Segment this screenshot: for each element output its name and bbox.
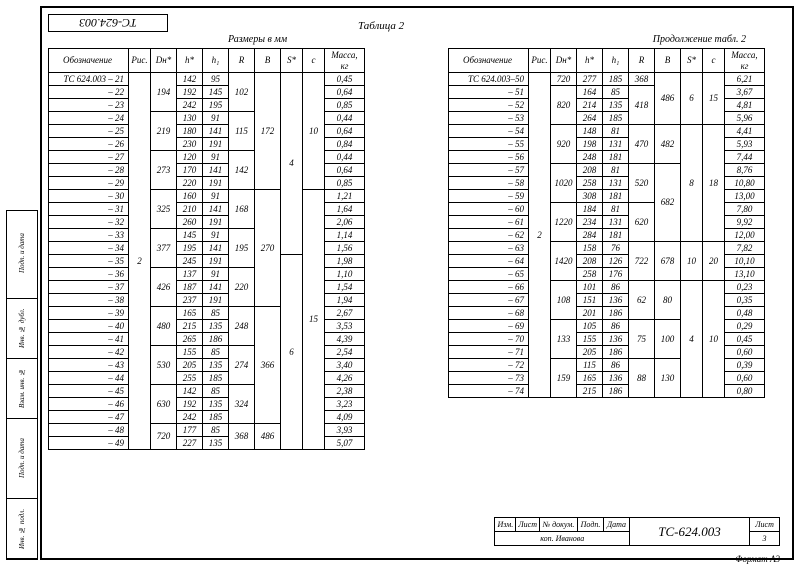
- side-cell-4: Инв. № дубл.: [7, 299, 37, 359]
- table-row: – 54920148814704828184,41: [449, 125, 765, 138]
- inner-content: ТС-624.003 Таблица 2 Размеры в мм Продол…: [48, 14, 786, 552]
- side-cell-5: Подп. и дата: [7, 209, 37, 299]
- stamp-doc-code: ТС-624.003: [630, 518, 750, 546]
- stamp-sheet-label: Лист: [750, 518, 780, 532]
- table-row: – 661081018662804100,23: [449, 281, 765, 294]
- drawing-frame: ТС-624.003 Таблица 2 Размеры в мм Продол…: [40, 6, 794, 560]
- table-row: – 6314201587672267810207,82: [449, 242, 765, 255]
- stamp-izm: Изм.: [495, 518, 516, 532]
- stamp-docnum: № докум.: [540, 518, 578, 532]
- table-row: ТС 624.003–5027202771853684866156,21: [449, 73, 765, 86]
- table-title: Таблица 2: [358, 20, 404, 32]
- stamp-date: Дата: [604, 518, 630, 532]
- title-block: Изм. Лист № докум. Подп. Дата ТС-624.003…: [494, 517, 780, 546]
- stamp-sheet-num: 3: [750, 532, 780, 546]
- stamp-signer: коп. Иванова: [495, 532, 630, 546]
- dimensions-label: Размеры в мм: [228, 34, 287, 45]
- continuation-label: Продолжение табл. 2: [653, 34, 746, 45]
- format-label: Формат А3: [735, 554, 780, 564]
- table-left: ОбозначениеРис.Dн* h*h₁R BS*c Масса, кгТ…: [48, 48, 365, 450]
- stamp-sign: Подп.: [578, 518, 604, 532]
- binding-strip: Инв. № подл. Подп. и дата Взам. инв. № И…: [6, 210, 38, 560]
- side-cell-3: Взам. инв. №: [7, 359, 37, 419]
- stamp-list: Лист: [516, 518, 540, 532]
- side-cell-1: Инв. № подл.: [7, 499, 37, 559]
- table-row: ТС 624.003 – 212194142951021724100,45: [49, 73, 365, 86]
- doc-code-box: ТС-624.003: [48, 14, 168, 32]
- table-right: ОбозначениеРис.Dн* h*h₁R BS*c Масса, кгТ…: [448, 48, 765, 398]
- table-row: – 3032516091168270151,21: [49, 190, 365, 203]
- side-cell-2: Подп. и дата: [7, 419, 37, 499]
